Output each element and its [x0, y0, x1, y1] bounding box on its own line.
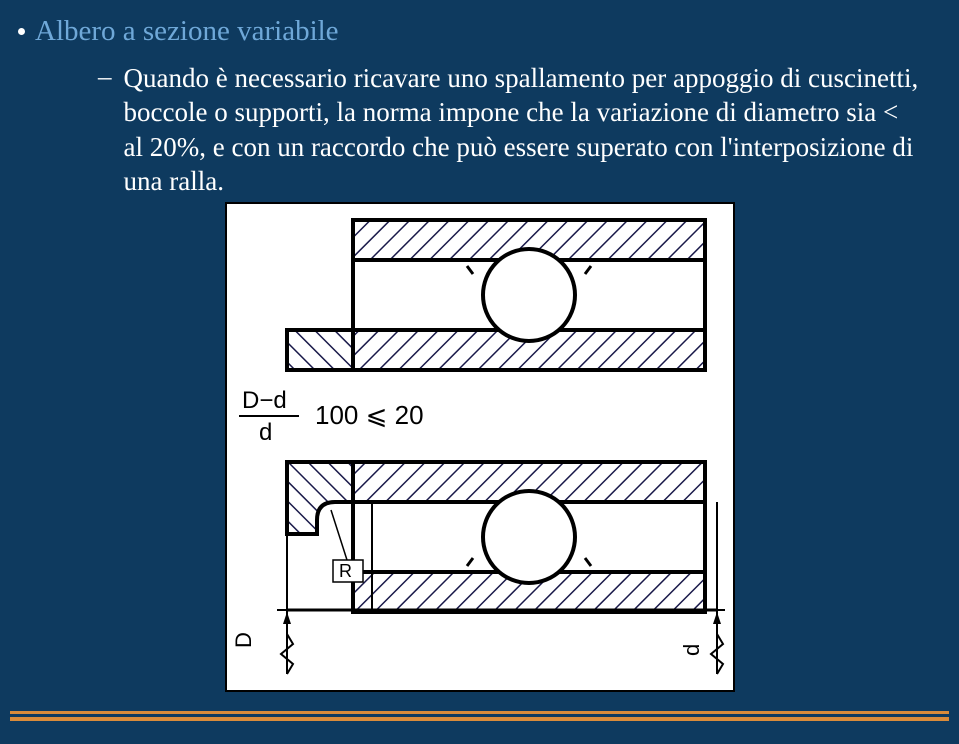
- svg-text:D: D: [231, 632, 256, 648]
- svg-text:D−d: D−d: [242, 387, 287, 414]
- svg-text:d: d: [679, 644, 704, 656]
- sub-bullet-dash: –: [98, 61, 112, 92]
- engineering-figure: D−d d 100 ⩽ 20 R D d: [225, 202, 735, 692]
- slide-body: Quando è necessario ricavare uno spallam…: [124, 61, 920, 199]
- svg-text:100 ⩽ 20: 100 ⩽ 20: [315, 400, 424, 430]
- bullet-icon: [18, 28, 25, 35]
- footer-rule-thin: [10, 711, 949, 714]
- slide-title: Albero a sezione variabile: [35, 14, 339, 49]
- svg-text:R: R: [339, 561, 352, 581]
- footer-rule-thick: [10, 717, 949, 721]
- svg-text:d: d: [259, 419, 272, 446]
